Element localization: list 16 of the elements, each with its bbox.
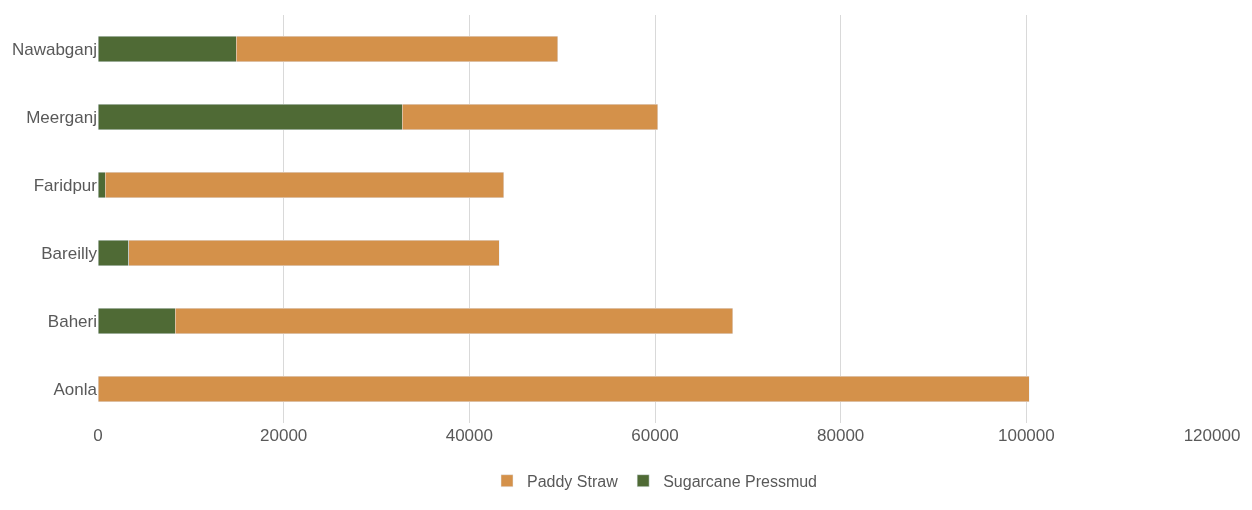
y-tick-label: Nawabganj [11,39,97,59]
y-tick-label: Meerganj [26,107,97,127]
x-tick-label: 120000 [1183,426,1241,445]
bar [98,375,1030,403]
y-tick-label: Bareilly [41,243,98,263]
x-tick-label: 20000 [260,426,308,445]
x-tick-label: 40000 [445,426,493,445]
x-tick-label: 80000 [817,426,865,445]
y-tick-label: Baheri [47,311,97,331]
legend-label: Paddy Straw [527,472,619,490]
x-tick-label: 0 [93,426,103,445]
y-tick-label: Aonla [53,379,98,399]
y-tick-label: Faridpur [33,175,98,195]
legend-label: Sugarcane Pressmud [663,472,818,490]
x-tick-label: 100000 [997,426,1055,445]
x-tick-label: 60000 [631,426,679,445]
